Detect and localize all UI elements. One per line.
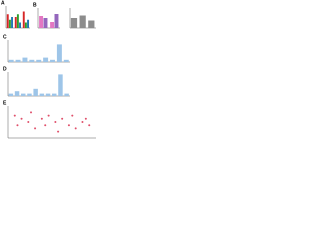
point [13, 114, 16, 117]
point [88, 124, 91, 127]
bar [43, 18, 48, 28]
bar [19, 22, 21, 28]
bar [63, 59, 69, 62]
bar [50, 22, 55, 28]
bar [39, 93, 45, 96]
point [74, 127, 77, 130]
point [30, 111, 33, 114]
bar [24, 22, 27, 28]
bar [36, 59, 42, 62]
bar [6, 14, 9, 28]
bar [14, 91, 20, 96]
point [54, 121, 57, 123]
bar [39, 16, 44, 28]
bar [22, 57, 28, 62]
bar [8, 93, 14, 96]
bar [88, 20, 95, 28]
bar [21, 93, 26, 96]
point [44, 124, 47, 127]
point [20, 117, 23, 120]
point [84, 117, 87, 120]
bar [27, 19, 29, 28]
bar [29, 59, 35, 62]
bar [45, 93, 51, 96]
panel-label: A [1, 0, 5, 6]
panel-label: C [3, 34, 7, 40]
bar [64, 93, 69, 96]
bar [22, 11, 25, 28]
bar [50, 59, 55, 62]
bar [43, 57, 49, 62]
bar [15, 59, 21, 62]
bar [54, 14, 59, 28]
bar [16, 14, 19, 28]
point [27, 121, 30, 123]
bar [27, 93, 32, 96]
bar [8, 59, 14, 62]
bar [33, 88, 38, 96]
bar [52, 93, 57, 96]
panel-label: E [3, 100, 7, 106]
bar [8, 19, 11, 28]
point [40, 117, 43, 120]
point [47, 114, 50, 117]
figure: A B C D E [1, 0, 96, 139]
panel-label: B [33, 2, 37, 8]
bar [58, 74, 63, 96]
point [67, 124, 70, 127]
point [71, 114, 74, 117]
bar [79, 15, 86, 28]
bar [70, 18, 78, 28]
point [81, 121, 84, 123]
bar [14, 17, 17, 28]
bar [11, 17, 13, 28]
bar [56, 44, 62, 62]
point [34, 127, 37, 130]
point [16, 124, 19, 127]
point [57, 130, 60, 133]
panel-label: D [3, 66, 7, 72]
point [61, 117, 64, 120]
